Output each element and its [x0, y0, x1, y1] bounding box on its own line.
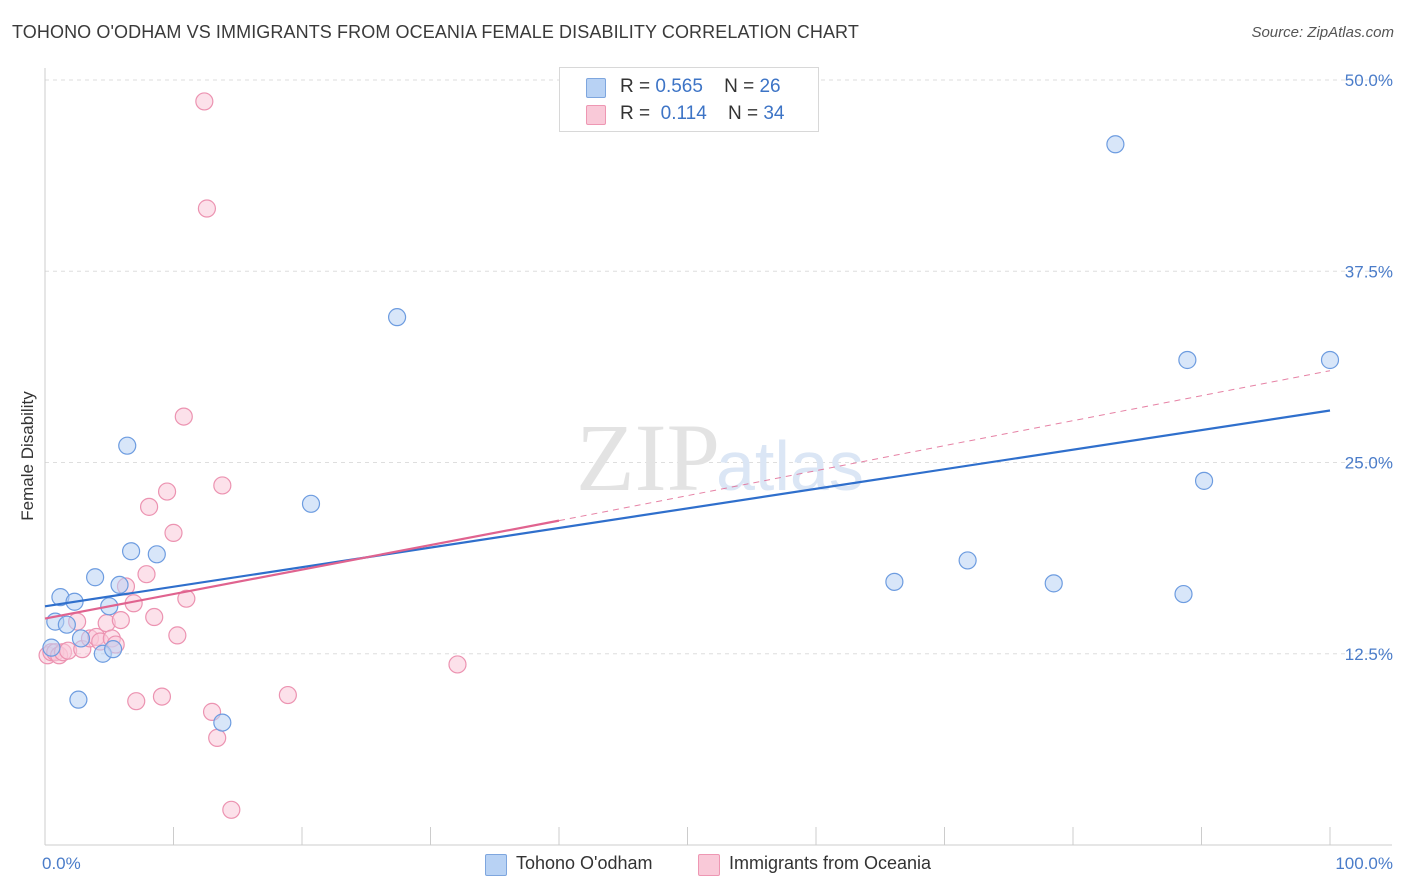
data-point-oceania: [195, 92, 214, 111]
y-tick-label: 37.5%: [1345, 262, 1393, 281]
data-point-oceania: [208, 728, 227, 748]
data-point-tohono: [104, 640, 123, 659]
data-point-oceania: [278, 685, 297, 705]
data-point-tohono: [42, 638, 61, 657]
data-point-tohono: [110, 575, 129, 595]
y-tick-label: 12.5%: [1345, 645, 1393, 664]
data-point-tohono: [118, 436, 137, 455]
chart-title: TOHONO O'ODHAM VS IMMIGRANTS FROM OCEANI…: [12, 22, 859, 42]
watermark-zip: ZIP: [576, 404, 720, 511]
data-point-tohono: [57, 615, 76, 634]
data-point-tohono: [1320, 350, 1340, 370]
legend-swatch-pink: [586, 105, 606, 125]
legend-r-label: R =: [620, 103, 651, 124]
trend-line-oceania-dashed: [558, 370, 1331, 522]
data-point-oceania: [152, 687, 172, 706]
data-point-tohono: [213, 713, 232, 732]
legend-n-value: 26: [759, 76, 781, 97]
legend-n-value: 34: [763, 103, 785, 124]
data-point-tohono: [885, 572, 904, 591]
trend-line-tohono: [44, 409, 1331, 608]
data-point-oceania: [222, 800, 241, 819]
data-point-oceania: [139, 497, 159, 516]
correlation-legend: R = 0.565 N = 26 R = 0.114 N = 34: [559, 67, 819, 132]
data-point-tohono: [121, 542, 141, 561]
data-point-tohono: [147, 545, 166, 564]
data-point-oceania: [111, 610, 130, 630]
axis-layer: [44, 68, 1392, 846]
data-point-oceania: [145, 607, 164, 627]
data-point-oceania: [197, 199, 217, 218]
bottom-legend-swatch-pink: [698, 854, 720, 876]
data-point-oceania: [168, 626, 187, 645]
legend-r-label: R =: [620, 76, 651, 97]
data-point-oceania: [137, 565, 156, 584]
data-point-tohono: [86, 568, 105, 587]
legend-swatch-blue: [586, 78, 606, 98]
data-point-tohono: [1178, 350, 1197, 370]
data-point-oceania: [448, 655, 467, 674]
bottom-legend-label: Immigrants from Oceania: [729, 853, 932, 873]
x-tick-label: 0.0%: [42, 854, 81, 873]
data-point-oceania: [174, 407, 193, 426]
data-point-oceania: [177, 589, 196, 608]
legend-r-value: 0.565: [655, 76, 703, 97]
oceania-points: [38, 92, 467, 819]
data-point-tohono: [387, 308, 407, 327]
data-point-oceania: [164, 523, 183, 542]
tohono-points: [42, 135, 1340, 732]
trend-line-oceania: [44, 519, 560, 620]
bottom-legend-swatch-blue: [485, 854, 507, 876]
data-point-tohono: [71, 629, 91, 648]
legend-n-label: N =: [724, 76, 755, 97]
tick-labels: 12.5% 25.0% 37.5% 50.0% 0.0% 100.0%: [42, 71, 1393, 873]
data-point-tohono: [69, 690, 88, 709]
data-point-tohono: [1194, 471, 1214, 490]
data-point-tohono: [301, 494, 321, 513]
legend-r-value: 0.114: [660, 103, 707, 124]
data-point-oceania: [127, 692, 146, 711]
x-tick-label: 100.0%: [1335, 854, 1393, 873]
trend-lines: [44, 370, 1331, 620]
source-label: Source: ZipAtlas.com: [1251, 24, 1394, 41]
data-point-tohono: [958, 551, 977, 570]
data-point-tohono: [1106, 135, 1125, 154]
data-point-tohono: [1174, 584, 1193, 604]
y-tick-label: 50.0%: [1345, 71, 1393, 90]
bottom-legend-label: Tohono O'odham: [516, 853, 653, 873]
data-point-tohono: [1044, 574, 1063, 593]
legend-n-label: N =: [727, 103, 759, 124]
data-point-oceania: [213, 476, 232, 495]
data-point-oceania: [157, 482, 177, 501]
y-tick-label: 25.0%: [1345, 454, 1393, 473]
